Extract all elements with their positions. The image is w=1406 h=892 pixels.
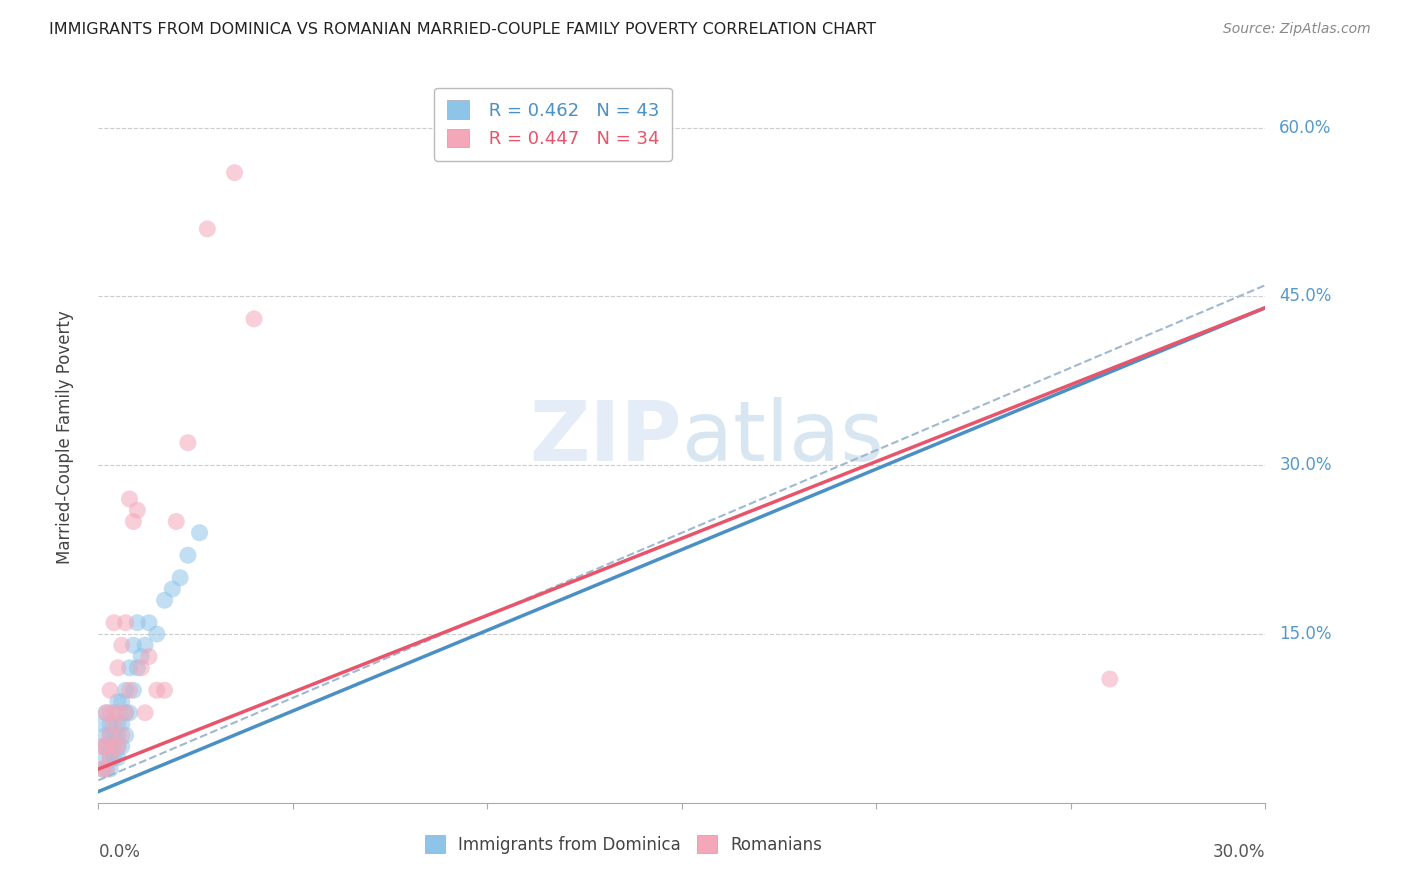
Point [96,751,118,765]
Point [114,728,136,742]
Text: 45.0%: 45.0% [1279,287,1331,305]
Point [146,627,169,641]
Point [103,615,125,630]
Point [111,728,134,742]
Point [188,525,211,540]
Point [111,638,134,652]
Point [243,312,266,326]
Point [177,548,200,562]
Text: ZIP: ZIP [530,397,682,477]
Point [98,751,121,765]
Text: 30.0%: 30.0% [1279,456,1331,475]
Point [103,739,125,754]
Point [98,717,121,731]
Point [114,706,136,720]
Point [91,717,114,731]
Point [153,593,176,607]
Legend: Immigrants from Dominica, Romanians: Immigrants from Dominica, Romanians [418,829,830,860]
Point [114,706,136,720]
Point [118,683,141,698]
Point [96,739,118,754]
Point [1098,672,1121,686]
Point [107,728,129,742]
Point [103,706,125,720]
Point [127,615,149,630]
Point [98,728,121,742]
Point [122,683,145,698]
Point [153,683,176,698]
Point [96,762,118,776]
Point [91,739,114,754]
Point [114,683,136,698]
Point [91,739,114,754]
Point [118,661,141,675]
Text: atlas: atlas [682,397,883,477]
Point [111,717,134,731]
Point [107,739,129,754]
Y-axis label: Married-Couple Family Poverty: Married-Couple Family Poverty [56,310,75,564]
Point [107,739,129,754]
Text: 60.0%: 60.0% [1279,119,1331,136]
Point [98,739,121,754]
Point [96,706,118,720]
Point [138,615,160,630]
Text: IMMIGRANTS FROM DOMINICA VS ROMANIAN MARRIED-COUPLE FAMILY POVERTY CORRELATION C: IMMIGRANTS FROM DOMINICA VS ROMANIAN MAR… [49,22,876,37]
Point [122,638,145,652]
Point [114,615,136,630]
Point [91,762,114,776]
Point [162,582,184,596]
Point [138,649,160,664]
Point [98,728,121,742]
Text: 30.0%: 30.0% [1213,843,1265,861]
Point [127,661,149,675]
Point [96,728,118,742]
Point [127,503,149,517]
Point [195,222,218,236]
Point [134,638,156,652]
Point [111,694,134,708]
Point [98,762,121,776]
Point [224,166,246,180]
Point [96,762,118,776]
Text: 15.0%: 15.0% [1279,625,1331,643]
Point [129,649,152,664]
Point [122,515,145,529]
Point [96,706,118,720]
Point [169,571,191,585]
Point [107,661,129,675]
Text: 0.0%: 0.0% [98,843,141,861]
Point [103,739,125,754]
Point [91,762,114,776]
Point [129,661,152,675]
Point [98,683,121,698]
Point [103,728,125,742]
Point [98,706,121,720]
Point [111,739,134,754]
Point [107,717,129,731]
Point [103,751,125,765]
Point [98,751,121,765]
Text: Source: ZipAtlas.com: Source: ZipAtlas.com [1223,22,1371,37]
Point [118,491,141,506]
Point [107,751,129,765]
Point [134,706,156,720]
Point [146,683,169,698]
Point [165,515,187,529]
Point [96,739,118,754]
Point [107,706,129,720]
Point [103,717,125,731]
Point [118,706,141,720]
Point [107,694,129,708]
Point [177,435,200,450]
